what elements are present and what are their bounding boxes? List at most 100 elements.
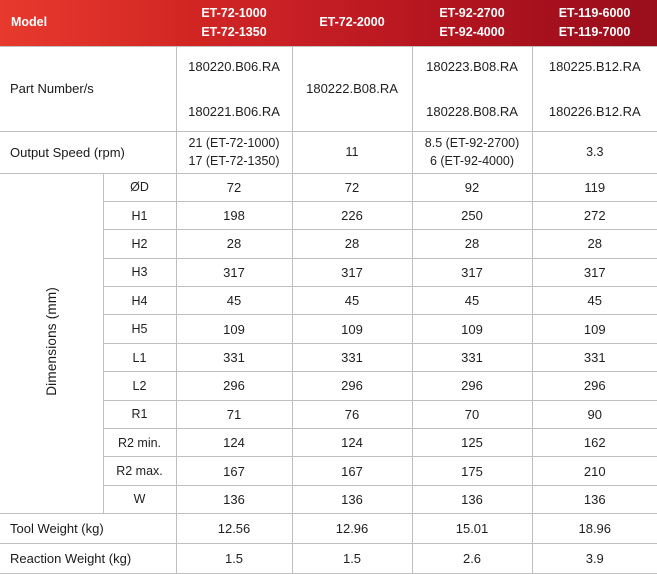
dim-value: 109 <box>411 314 533 344</box>
dim-value: 331 <box>175 342 293 373</box>
dim-value: 331 <box>411 342 533 373</box>
dim-key: R1 <box>102 399 177 430</box>
dim-key: L2 <box>102 371 177 401</box>
dim-value: 296 <box>411 371 533 401</box>
model-name: ET-72-1000 <box>201 5 267 20</box>
dim-value: 331 <box>531 342 657 373</box>
dim-value: 45 <box>531 286 657 316</box>
dim-key: R2 min. <box>102 428 177 458</box>
dim-key: H4 <box>102 286 177 316</box>
part-number: 180223.B08.RA <box>426 58 518 74</box>
speed-cell: 3.3 <box>531 130 657 174</box>
speed-value: 6 (ET-92-4000) <box>429 154 515 168</box>
output-speed-row: Output Speed (rpm) 21 (ET-72-1000) 17 (E… <box>0 130 657 174</box>
dim-row: H4 45 45 45 45 <box>0 286 657 316</box>
dim-row: H1 198 226 250 272 <box>0 200 657 231</box>
tool-weight-row: Tool Weight (kg) 12.56 12.96 15.01 18.96 <box>0 513 657 545</box>
dim-row: L1 331 331 331 331 <box>0 342 657 373</box>
dim-value: 109 <box>175 314 293 344</box>
dim-value: 226 <box>291 200 413 231</box>
weight-value: 12.56 <box>175 513 293 545</box>
weight-value: 2.6 <box>411 543 533 573</box>
part-number-cell: 180220.B06.RA 180221.B06.RA <box>175 45 293 132</box>
dim-value: 125 <box>411 428 533 458</box>
dim-value: 76 <box>291 399 413 430</box>
model-name: ET-92-2700 <box>439 5 505 20</box>
weight-value: 1.5 <box>175 543 293 573</box>
part-number-cell: 180225.B12.RA 180226.B12.RA <box>531 45 657 132</box>
model-name: ET-119-6000 <box>558 5 631 20</box>
row-label: Tool Weight (kg) <box>0 513 177 545</box>
model-name: ET-92-4000 <box>439 24 505 39</box>
dim-value: 250 <box>411 200 533 231</box>
dim-value: 136 <box>411 484 533 515</box>
part-number: 180225.B12.RA <box>548 58 641 74</box>
dim-key: H3 <box>102 257 177 288</box>
dim-value: 317 <box>531 257 657 288</box>
column-header-et-92: ET-92-2700 ET-92-4000 <box>412 0 533 46</box>
speed-cell: 11 <box>291 130 413 174</box>
dim-value: 119 <box>531 172 657 202</box>
model-name: ET-72-2000 <box>319 15 385 30</box>
dim-value: 210 <box>531 456 657 486</box>
weight-value: 3.9 <box>531 543 657 573</box>
dim-key: H5 <box>102 314 177 344</box>
dim-key: H2 <box>102 229 177 259</box>
part-number-cell: 180222.B08.RA <box>291 45 413 132</box>
header-row: Model ET-72-1000 ET-72-1350 ET-72-2000 E… <box>0 0 657 46</box>
part-number: 180226.B12.RA <box>548 103 641 119</box>
dim-key: W <box>102 484 177 515</box>
dim-value: 109 <box>531 314 657 344</box>
dim-value: 317 <box>175 257 293 288</box>
dim-row: W 136 136 136 136 <box>0 484 657 515</box>
column-header-et-72-2000: ET-72-2000 <box>292 0 413 46</box>
row-label: Part Number/s <box>0 45 177 132</box>
dim-value: 45 <box>411 286 533 316</box>
dim-value: 70 <box>411 399 533 430</box>
model-label: Model <box>11 15 48 30</box>
dim-key: L1 <box>102 342 177 373</box>
dim-value: 136 <box>531 484 657 515</box>
dim-value: 28 <box>291 229 413 259</box>
dim-value: 90 <box>531 399 657 430</box>
part-number: 180221.B06.RA <box>188 103 280 119</box>
speed-value: 21 (ET-72-1000) <box>188 136 280 150</box>
speed-cell: 8.5 (ET-92-2700) 6 (ET-92-4000) <box>411 130 533 174</box>
row-label: Reaction Weight (kg) <box>0 543 177 573</box>
column-header-et-119: ET-119-6000 ET-119-7000 <box>532 0 657 46</box>
dim-row: H5 109 109 109 109 <box>0 314 657 344</box>
dim-value: 198 <box>175 200 293 231</box>
speed-value: 8.5 (ET-92-2700) <box>424 136 520 150</box>
dim-key: R2 max. <box>102 456 177 486</box>
dim-row: H3 317 317 317 317 <box>0 257 657 288</box>
speed-cell: 21 (ET-72-1000) 17 (ET-72-1350) <box>175 130 293 174</box>
dimensions-group-label: Dimensions (mm) <box>43 287 59 397</box>
dim-value: 175 <box>411 456 533 486</box>
dim-value: 296 <box>531 371 657 401</box>
dim-value: 28 <box>175 229 293 259</box>
dim-value: 45 <box>175 286 293 316</box>
dim-value: 317 <box>411 257 533 288</box>
dim-key: ØD <box>102 172 177 202</box>
dim-value: 331 <box>291 342 413 373</box>
dim-value: 296 <box>175 371 293 401</box>
dim-value: 317 <box>291 257 413 288</box>
dim-value: 45 <box>291 286 413 316</box>
dim-value: 167 <box>175 456 293 486</box>
weight-value: 12.96 <box>291 513 413 545</box>
speed-value: 3.3 <box>586 145 604 159</box>
part-number: 180220.B06.RA <box>188 58 280 74</box>
dim-value: 124 <box>291 428 413 458</box>
dim-value: 124 <box>175 428 293 458</box>
speed-value: 17 (ET-72-1350) <box>188 154 280 168</box>
dim-value: 71 <box>175 399 293 430</box>
dim-value: 296 <box>291 371 413 401</box>
row-label: Output Speed (rpm) <box>0 130 177 174</box>
part-number: 180222.B08.RA <box>306 81 398 96</box>
dim-row: H2 28 28 28 28 <box>0 229 657 259</box>
weight-value: 1.5 <box>291 543 413 573</box>
dim-value: 136 <box>291 484 413 515</box>
reaction-weight-row: Reaction Weight (kg) 1.5 1.5 2.6 3.9 <box>0 543 657 573</box>
dim-value: 162 <box>531 428 657 458</box>
